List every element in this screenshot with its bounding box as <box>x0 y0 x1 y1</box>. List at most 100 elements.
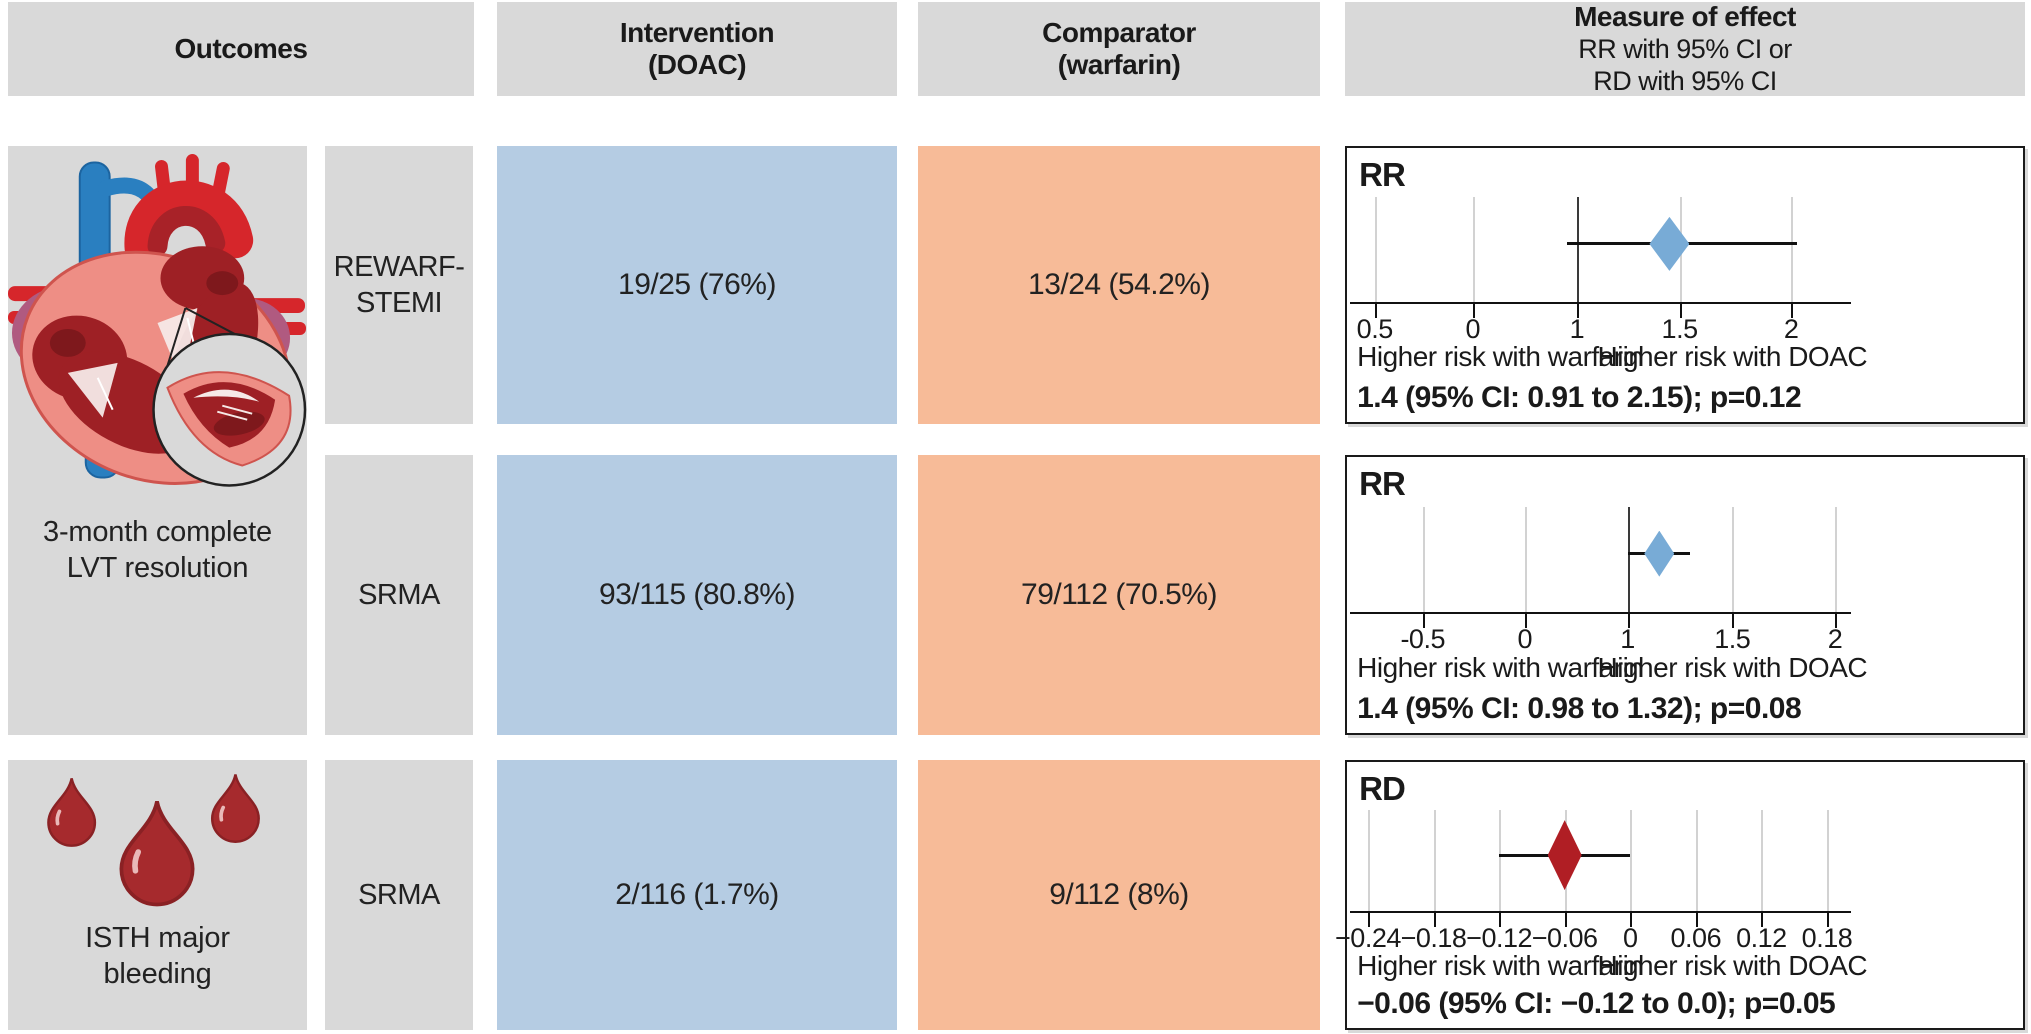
header-comparator: Comparator (warfarin) <box>918 2 1320 96</box>
tick-label: 0.18 <box>1801 922 1853 953</box>
effect-estimate-text: −0.06 (95% CI: −0.12 to 0.0); p=0.05 <box>1357 987 1836 1021</box>
forest-plot-rr-srma: RR -0.5 0 1 1.5 2 Higher risk with warfarin Hig… <box>1345 455 2025 735</box>
gridline <box>1524 506 1527 613</box>
tick-mark <box>1524 612 1527 628</box>
tick-mark <box>1627 612 1630 628</box>
x-axis-line <box>1350 301 1851 304</box>
tick-mark <box>1564 912 1567 928</box>
effect-estimate-text: 1.4 (95% CI: 0.98 to 1.32); p=0.08 <box>1357 692 1802 726</box>
tick-label: 1.5 <box>1661 313 1699 344</box>
gridline <box>1791 197 1794 303</box>
tick-mark <box>1679 302 1682 318</box>
outcome-cell-isth-bleeding: ISTH major bleeding <box>8 760 307 1030</box>
effect-measure-label: RR <box>1359 156 1406 194</box>
outcome-cell-lvt-resolution: 3-month complete LVT resolution <box>8 146 307 735</box>
header-comparator-line2: (warfarin) <box>1057 49 1181 80</box>
tick-label: 0.12 <box>1736 922 1787 953</box>
comparator-value-row2: 79/112 (70.5%) <box>918 455 1320 735</box>
tick-mark <box>1835 612 1838 628</box>
tick-label: 1 <box>1620 623 1635 654</box>
study-cell-srma-2: SRMA <box>325 760 473 1030</box>
gridline <box>1695 809 1698 913</box>
tick-mark <box>1472 302 1475 318</box>
forest-plot-rr-rewarf: RR 0.5 0 1 1.5 2 Higher risk with warfarin High… <box>1345 146 2025 424</box>
tick-mark <box>1791 302 1794 318</box>
study-cell-rewarf-stemi: REWARF-STEMI <box>325 146 473 424</box>
tick-mark <box>1732 612 1735 628</box>
tick-label: 2 <box>1827 623 1843 654</box>
gridline <box>1761 809 1764 913</box>
tick-label: −0.06 <box>1531 922 1598 953</box>
effect-measure-label: RD <box>1359 769 1406 807</box>
gridline <box>1576 197 1579 303</box>
x-axis-line <box>1350 911 1851 914</box>
axis-direction-label-left: Higher risk with warfarin <box>1357 341 1644 373</box>
tick-label: 1.5 <box>1714 623 1751 654</box>
gridline <box>1367 809 1370 913</box>
axis-direction-label-left: Higher risk with warfarin <box>1357 949 1644 981</box>
tick-label: −0.12 <box>1466 922 1533 953</box>
axis-direction-label-right: Higher risk with DOAC <box>1597 341 1868 373</box>
tick-label: −0.18 <box>1400 922 1467 953</box>
tick-mark <box>1433 912 1436 928</box>
gridline <box>1835 506 1838 613</box>
blood-drops-illustration <box>47 774 260 907</box>
axis-direction-label-right: Higher risk with DOAC <box>1597 651 1868 683</box>
tick-label: 0.5 <box>1356 313 1394 344</box>
tick-label: 1 <box>1569 313 1585 344</box>
gridline <box>1826 809 1829 913</box>
gridline <box>1499 809 1502 913</box>
effect-estimate-diamond <box>1547 820 1582 891</box>
header-intervention: Intervention (DOAC) <box>497 2 897 96</box>
tick-label: 2 <box>1783 313 1799 344</box>
tick-mark <box>1630 912 1633 928</box>
tick-mark <box>1374 302 1377 318</box>
tick-mark <box>1695 912 1698 928</box>
tick-label: 0 <box>1465 313 1480 344</box>
intervention-value-row3: 2/116 (1.7%) <box>497 760 897 1030</box>
effect-measure-label: RR <box>1359 465 1406 503</box>
gridline <box>1422 506 1425 613</box>
tick-label: 0 <box>1622 922 1638 953</box>
x-axis-line <box>1350 611 1851 614</box>
effect-estimate-diamond <box>1649 216 1690 271</box>
axis-direction-label-right: Higher risk with DOAC <box>1597 949 1868 981</box>
header-measure-of-effect: Measure of effect RR with 95% CI or RD w… <box>1345 1 2025 96</box>
header-outcomes-label: Outcomes <box>174 33 308 64</box>
comparator-value-row1: 13/24 (54.2%) <box>918 146 1320 424</box>
tick-mark <box>1761 912 1764 928</box>
gridline <box>1630 809 1633 913</box>
comparator-value-row3: 9/112 (8%) <box>918 760 1320 1030</box>
header-measure-line1: Measure of effect <box>1574 1 1796 32</box>
intervention-value-row1: 19/25 (76%) <box>497 146 897 424</box>
axis-direction-label-left: Higher risk with warfarin <box>1357 651 1644 683</box>
gridline <box>1472 197 1475 303</box>
effect-estimate-diamond <box>1644 530 1675 577</box>
outcome-label-isth: ISTH major bleeding <box>8 920 307 992</box>
tick-label: −0.24 <box>1335 922 1401 953</box>
outcome-isth-line2: bleeding <box>103 958 212 990</box>
tick-mark <box>1576 302 1579 318</box>
outcome-label-lvt: 3-month complete LVT resolution <box>8 514 307 586</box>
effect-estimate-text: 1.4 (95% CI: 0.91 to 2.15); p=0.12 <box>1357 381 1802 415</box>
intervention-value-row2: 93/115 (80.8%) <box>497 455 897 735</box>
header-outcomes: Outcomes <box>8 2 474 96</box>
gridline <box>1627 506 1630 613</box>
forest-plot-rd-srma: RD −0.24 −0.18 −0.12 −0.06 0 0.06 0.12 0.18 Highe… <box>1335 760 2025 1030</box>
header-comparator-line1: Comparator <box>1042 17 1196 48</box>
tick-mark <box>1499 912 1502 928</box>
outcome-lvt-line1: 3-month complete <box>43 516 272 548</box>
tick-mark <box>1422 612 1425 628</box>
tick-label: 0 <box>1517 623 1533 654</box>
gridline <box>1374 197 1377 303</box>
tick-mark <box>1826 912 1829 928</box>
outcome-isth-line1: ISTH major <box>85 922 230 954</box>
header-intervention-line1: Intervention <box>619 17 775 48</box>
tick-label: -0.5 <box>1400 623 1445 654</box>
heart-lvt-illustration <box>8 154 307 487</box>
gridline <box>1732 506 1735 613</box>
header-intervention-line2: (DOAC) <box>647 49 747 80</box>
header-measure-line3: RD with 95% CI <box>1593 66 1777 96</box>
tick-label: 0.06 <box>1670 922 1722 953</box>
